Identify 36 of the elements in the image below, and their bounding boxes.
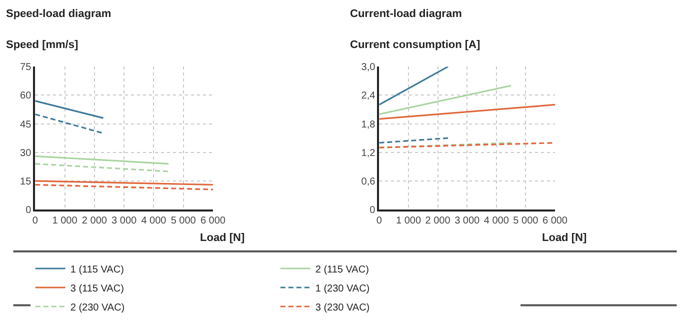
y-tick-label: 15 [20,176,32,188]
legend-label: 2 (230 VAC) [70,302,125,314]
y-tick-label: 1,8 [361,119,376,130]
y-tick-label: 0 [370,205,376,216]
y-tick-label: 1,2 [361,148,376,159]
legend-label: 1 (230 VAC) [315,283,370,294]
x-tick-label: 5 000 [513,216,539,227]
x-axis-title: Load [N] [200,232,245,244]
x-tick-label: 3 000 [112,216,138,227]
y-tick-label: 0,6 [361,176,376,188]
x-tick-label: 1 000 [52,216,78,227]
y-tick-label: 3,0 [361,62,376,74]
x-tick-label: 2 000 [82,216,108,227]
x-tick-label: 1 000 [396,216,422,227]
x-tick-label: 2 000 [425,216,451,227]
x-tick-label: 3 000 [454,216,480,227]
chart-title: Current-load diagram [350,8,462,20]
y-tick-label: 30 [20,148,32,159]
legend-label: 3 (230 VAC) [315,302,370,314]
x-axis-title: Load [N] [542,232,587,244]
y-tick-label: 0 [26,205,32,216]
x-tick-label: 5 000 [170,216,196,227]
y-axis-title: Current consumption [A] [350,39,480,51]
y-tick-label: 2,4 [361,90,376,102]
y-tick-label: 45 [20,119,32,130]
x-tick-label: 6 000 [200,216,226,227]
y-tick-label: 60 [20,90,32,102]
legend-label: 1 (115 VAC) [70,264,124,276]
y-tick-label: 75 [20,62,32,74]
x-tick-label: 4 000 [484,216,510,227]
x-tick-label: 6 000 [542,216,568,227]
y-axis-title: Speed [mm/s] [6,39,78,51]
x-tick-label: 4 000 [141,216,167,227]
legend-label: 2 (115 VAC) [315,264,369,276]
chart-title: Speed-load diagram [6,8,112,20]
legend-label: 3 (115 VAC) [70,283,124,294]
